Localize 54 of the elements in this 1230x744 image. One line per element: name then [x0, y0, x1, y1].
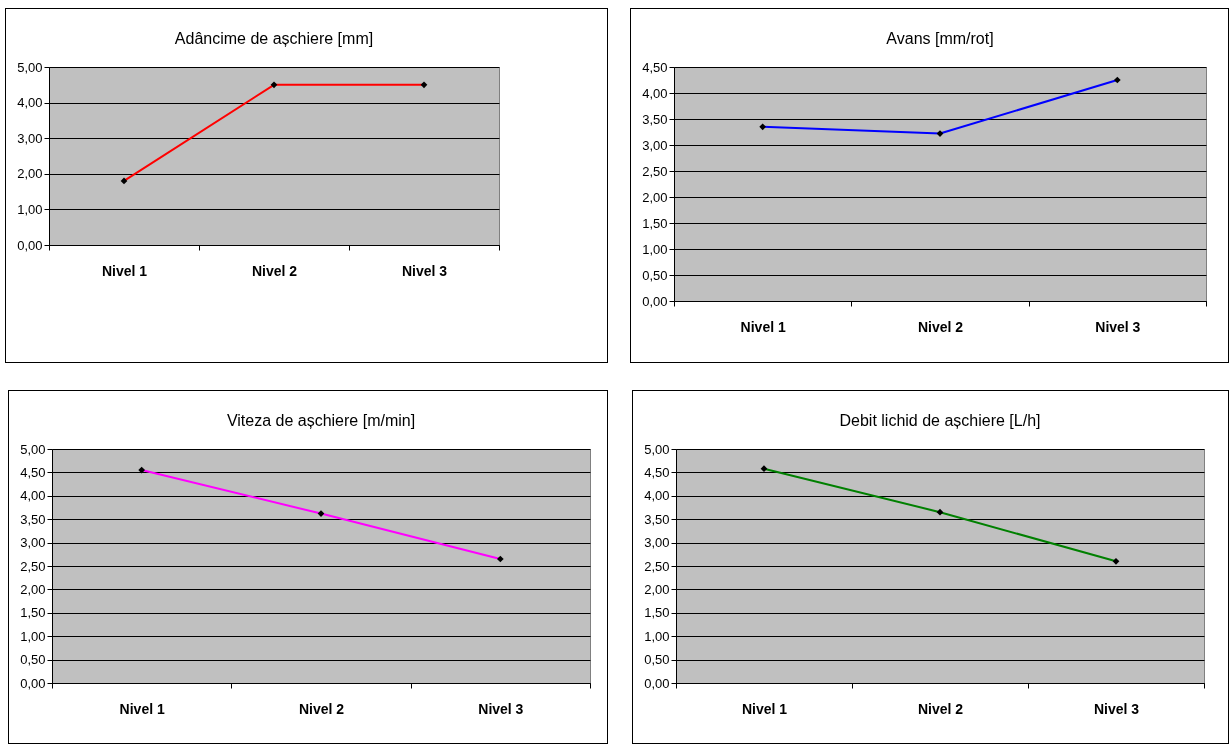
chart-title: Adâncime de așchiere [mm] — [174, 30, 374, 47]
y-tick-label: 3,00 — [17, 130, 43, 146]
y-tick-label: 4,00 — [642, 85, 668, 101]
y-tick-label: 3,50 — [644, 511, 670, 527]
y-tick-label: 4,00 — [17, 95, 43, 111]
x-tick-label: Nivel 3 — [1093, 700, 1140, 717]
y-tick-label: 1,00 — [17, 201, 43, 217]
y-tick-label: 1,50 — [642, 215, 668, 231]
y-tick-label: 2,00 — [17, 166, 43, 182]
y-tick-label: 4,50 — [644, 464, 670, 480]
y-tick-label: 3,00 — [20, 535, 46, 551]
x-tick-label: Nivel 1 — [740, 318, 786, 335]
y-tick-label: 0,00 — [17, 237, 43, 253]
x-tick-label: Nivel 2 — [251, 262, 298, 279]
y-tick-label: 5,00 — [644, 441, 670, 457]
x-tick-label: Nivel 2 — [298, 700, 345, 717]
y-tick-label: 2,50 — [644, 558, 670, 574]
y-tick-label: 1,50 — [20, 605, 46, 621]
y-tick-label: 4,00 — [20, 488, 46, 504]
x-tick-label: Nivel 3 — [478, 700, 524, 717]
x-tick-label: Nivel 2 — [917, 318, 964, 335]
y-tick-label: 0,50 — [642, 267, 668, 283]
y-tick-label: 3,00 — [644, 535, 670, 551]
y-tick-label: 3,50 — [20, 511, 46, 527]
y-tick-label: 2,00 — [642, 189, 668, 205]
chart-title: Viteza de așchiere [m/min] — [226, 412, 416, 429]
x-tick-label: Nivel 2 — [917, 700, 964, 717]
x-tick-label: Nivel 3 — [1095, 318, 1141, 335]
y-tick-label: 3,50 — [642, 111, 668, 127]
y-tick-label: 5,00 — [20, 441, 46, 457]
y-tick-label: 2,00 — [20, 581, 46, 597]
y-tick-label: 5,00 — [17, 59, 43, 75]
y-tick-label: 4,00 — [644, 488, 670, 504]
y-tick-label: 1,00 — [20, 628, 46, 644]
chart-title: Avans [mm/rot] — [886, 30, 994, 47]
x-tick-label: Nivel 1 — [101, 262, 148, 279]
x-tick-label: Nivel 3 — [401, 262, 448, 279]
x-tick-label: Nivel 1 — [119, 700, 165, 717]
y-tick-label: 4,50 — [20, 464, 46, 480]
y-tick-label: 0,00 — [20, 675, 46, 691]
y-tick-label: 0,00 — [644, 675, 670, 691]
chart-title: Debit lichid de așchiere [L/h] — [839, 412, 1041, 429]
y-tick-label: 2,00 — [644, 581, 670, 597]
y-tick-label: 3,00 — [642, 137, 668, 153]
y-tick-label: 0,00 — [642, 293, 668, 309]
y-tick-label: 1,50 — [644, 605, 670, 621]
y-tick-label: 2,50 — [20, 558, 46, 574]
y-tick-label: 1,00 — [642, 241, 668, 257]
x-tick-label: Nivel 1 — [741, 700, 788, 717]
y-tick-label: 2,50 — [642, 163, 668, 179]
y-tick-label: 0,50 — [20, 652, 46, 668]
y-tick-label: 1,00 — [644, 628, 670, 644]
y-tick-label: 4,50 — [642, 59, 668, 75]
y-tick-label: 0,50 — [644, 652, 670, 668]
